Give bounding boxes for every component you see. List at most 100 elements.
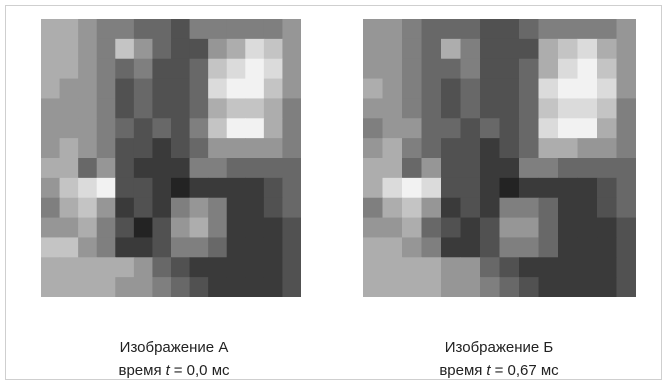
time-variable: t [166, 362, 170, 379]
pixel [539, 218, 559, 238]
pixel [41, 39, 60, 59]
pixel [115, 277, 134, 297]
pixel [227, 79, 246, 99]
pixel [441, 198, 461, 218]
pixel [617, 79, 637, 99]
pixel [227, 277, 246, 297]
pixel [500, 178, 520, 198]
pixel [60, 277, 79, 297]
pixel [363, 198, 383, 218]
pixel [78, 59, 97, 79]
pixel [171, 277, 190, 297]
pixel [171, 118, 190, 138]
pixel [617, 178, 637, 198]
pixel [152, 218, 171, 238]
pixel [97, 98, 116, 118]
pixel [208, 158, 227, 178]
pixel [597, 98, 617, 118]
pixel [208, 257, 227, 277]
pixel [578, 138, 598, 158]
pixel [208, 39, 227, 59]
pixel [402, 237, 422, 257]
pixel [617, 218, 637, 238]
pixel [282, 118, 301, 138]
pixel [115, 98, 134, 118]
pixel [97, 178, 116, 198]
pixel [41, 59, 60, 79]
pixel [227, 39, 246, 59]
pixel [402, 158, 422, 178]
pixel [115, 158, 134, 178]
pixel [264, 178, 283, 198]
pixel [597, 138, 617, 158]
pixel [190, 98, 209, 118]
pixel [152, 237, 171, 257]
pixel [461, 198, 481, 218]
pixel [422, 98, 442, 118]
pixel [78, 39, 97, 59]
pixel [597, 158, 617, 178]
pixel [134, 138, 153, 158]
pixel [208, 277, 227, 297]
pixel [539, 178, 559, 198]
pixel [245, 79, 264, 99]
pixel [264, 98, 283, 118]
pixel [539, 138, 559, 158]
pixel [402, 277, 422, 297]
pixel [441, 178, 461, 198]
pixel [363, 19, 383, 39]
pixel [190, 178, 209, 198]
pixel [60, 257, 79, 277]
pixel [152, 39, 171, 59]
pixel [41, 98, 60, 118]
pixel [60, 79, 79, 99]
pixel [282, 257, 301, 277]
pixel [115, 198, 134, 218]
pixel [461, 218, 481, 238]
pixel [519, 138, 539, 158]
pixel [383, 118, 403, 138]
pixel [422, 237, 442, 257]
pixel [402, 218, 422, 238]
pixel [134, 79, 153, 99]
pixel [558, 218, 578, 238]
pixel [500, 39, 520, 59]
pixel [264, 138, 283, 158]
pixel [402, 39, 422, 59]
pixel [500, 59, 520, 79]
pixel [190, 257, 209, 277]
pixel [171, 257, 190, 277]
pixel [363, 138, 383, 158]
pixel [41, 277, 60, 297]
pixel [558, 138, 578, 158]
pixel [500, 257, 520, 277]
pixel [97, 237, 116, 257]
pixel [383, 237, 403, 257]
pixel [519, 19, 539, 39]
pixel [441, 218, 461, 238]
pixel [60, 59, 79, 79]
pixel [539, 158, 559, 178]
pixel [558, 79, 578, 99]
pixel [245, 257, 264, 277]
pixel [383, 39, 403, 59]
pixel [597, 237, 617, 257]
pixel [480, 79, 500, 99]
pixel [539, 19, 559, 39]
pixel [363, 218, 383, 238]
pixel [363, 257, 383, 277]
pixel [617, 237, 637, 257]
pixel [422, 158, 442, 178]
pixel [519, 237, 539, 257]
pixel [441, 79, 461, 99]
pixel [383, 79, 403, 99]
pixel [500, 198, 520, 218]
time-value: = 0,67 мс [495, 362, 559, 379]
pixel [480, 19, 500, 39]
pixel [383, 257, 403, 277]
pixel [115, 218, 134, 238]
caption-title: Изображение Б [349, 336, 649, 359]
pixel [208, 178, 227, 198]
pixel [152, 257, 171, 277]
pixel [245, 178, 264, 198]
